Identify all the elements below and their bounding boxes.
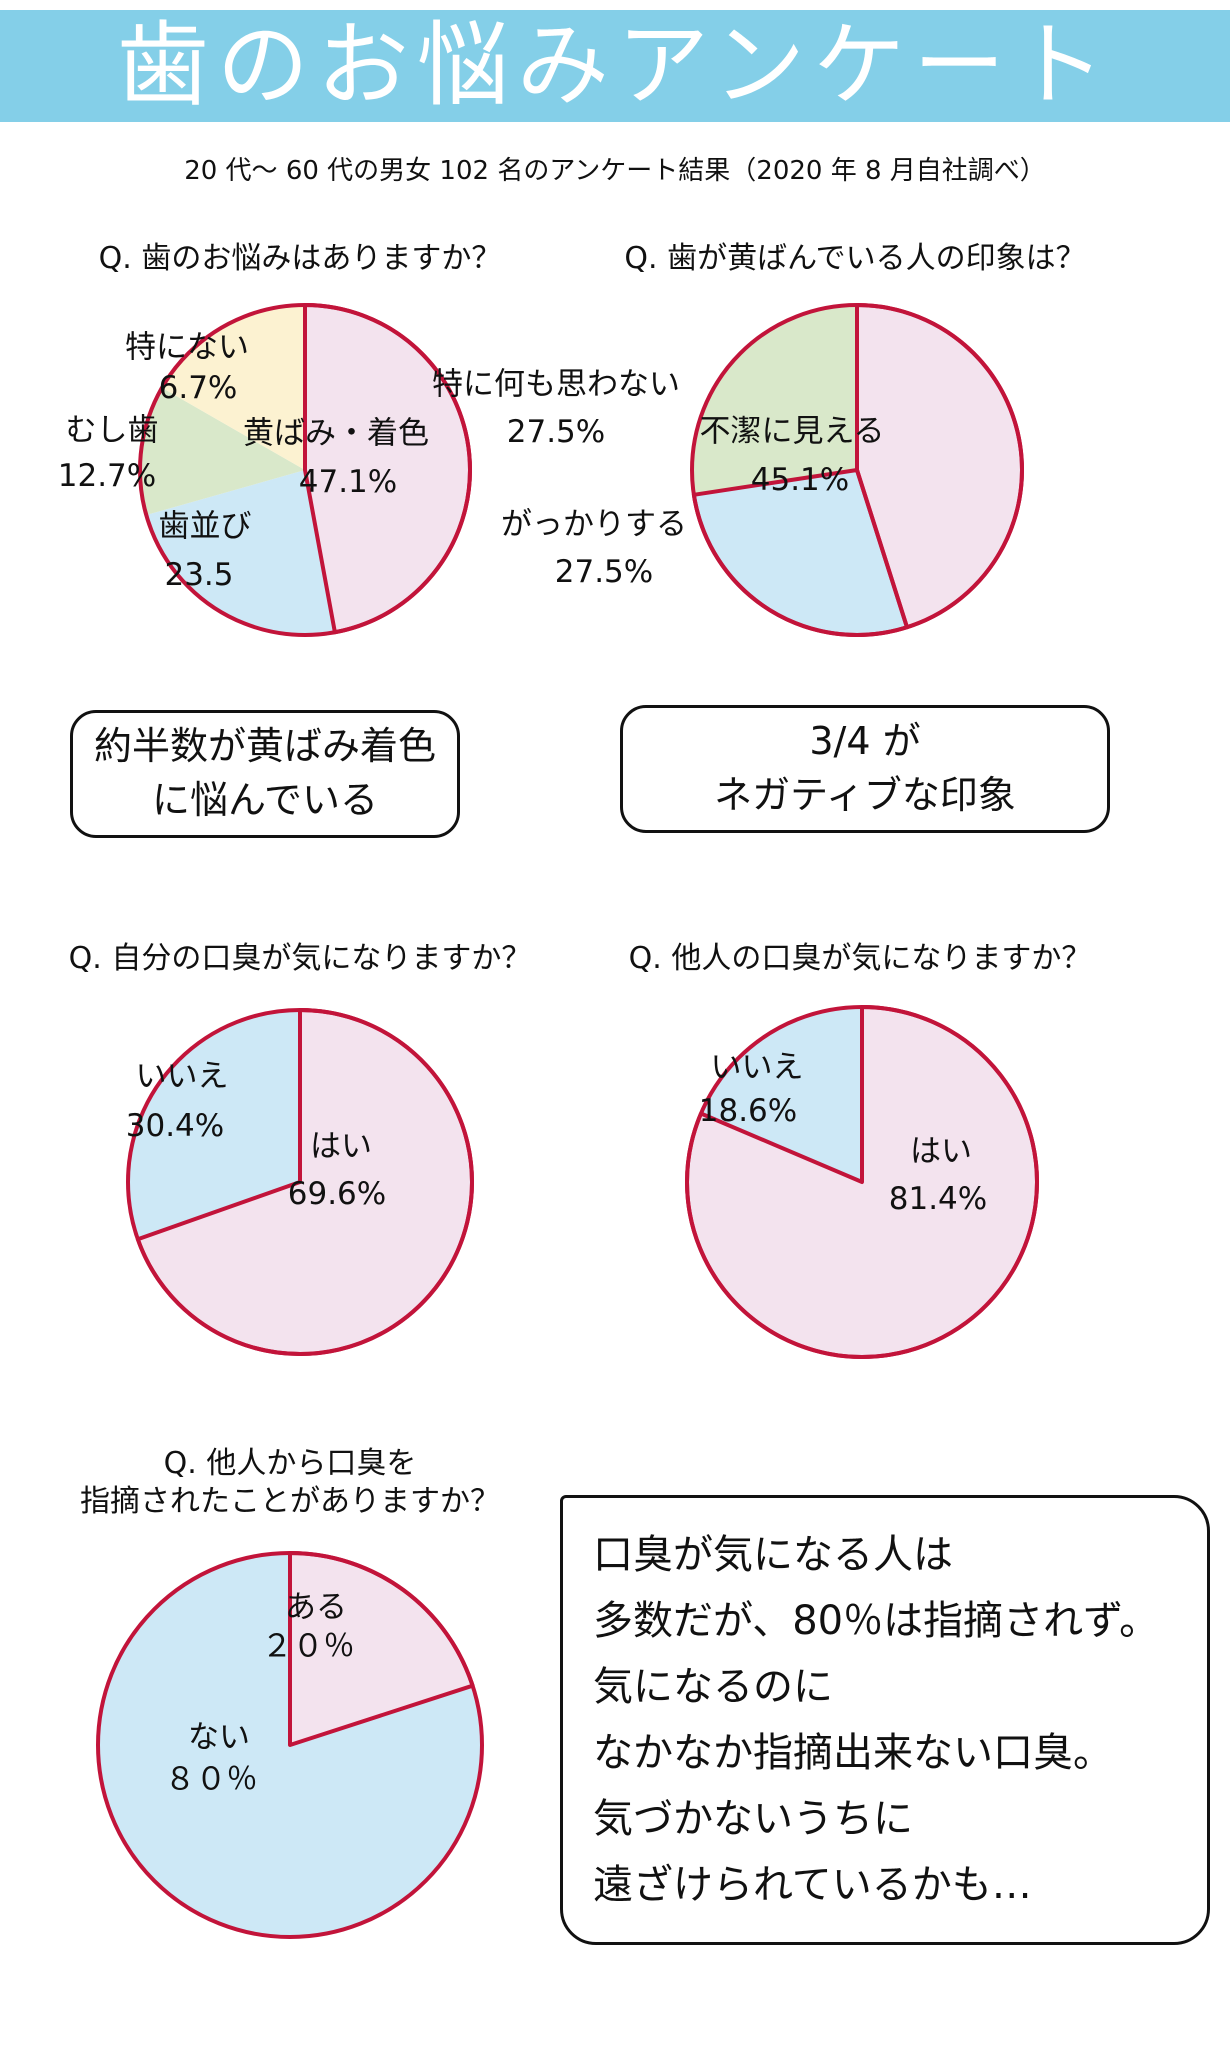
insight-box-yellowing: 約半数が黄ばみ着色 に悩んでいる [70, 710, 460, 838]
page-title: 歯のお悩みアンケート [116, 12, 1114, 119]
pie-chart-yellow-teeth-impression: 特に何も思わない 27.5% 不潔に見える 45.1% がっかりする 27.5% [432, 300, 1150, 645]
chart3-question: Q. 自分の口臭が気になりますか？ [68, 941, 532, 976]
summary-line: なかなか指摘出来ない口臭。 [593, 1730, 1113, 1776]
slice-value: 6.7% [158, 370, 238, 406]
slice-label: むし歯 [65, 412, 159, 449]
summary-line: 口臭が気になる人は [593, 1532, 953, 1578]
chart1-question: Q. 歯のお悩みはありますか？ [98, 241, 502, 276]
chart5-question: Q. 他人から口臭を 指摘されたことがありますか？ [55, 1445, 525, 1521]
pie-chart-pointed-out: ある ２０％ ない ８０％ [80, 1550, 510, 1950]
insight-text-line: に悩んでいる [151, 778, 379, 822]
slice-label: 黄ばみ・着色 [243, 415, 429, 452]
slice-value: 45.1% [750, 462, 850, 498]
pie-yellow-teeth-impression-graphic [690, 303, 1024, 637]
insight-box-negative-impression: 3/4 が ネガティブな印象 [620, 705, 1110, 833]
header-banner: 歯のお悩みアンケート [0, 10, 1230, 122]
slice-label: ある [285, 1589, 347, 1626]
slice-label: 歯並び [158, 508, 252, 545]
slice-value: 23.5 [164, 557, 234, 593]
slice-value: ８０％ [164, 1761, 258, 1798]
summary-line: 多数だが、80％は指摘されず。 [593, 1598, 1160, 1644]
slice-value: 47.1% [298, 464, 398, 500]
chart5-question-line2: 指摘されたことがありますか？ [80, 1484, 500, 1519]
summary-line: 気づかないうちに [593, 1796, 913, 1842]
chart5-question-line1: Q. 他人から口臭を [163, 1446, 417, 1481]
slice-label: いいえ [710, 1049, 804, 1086]
slice-label: ない [188, 1719, 250, 1756]
slice-label: がっかりする [501, 506, 687, 543]
slice-value: 12.7% [57, 458, 157, 494]
chart2-question: Q. 歯が黄ばんでいる人の印象は？ [624, 241, 1086, 276]
pie-chart-dental-concerns: 特にない 6.7% 黄ばみ・着色 47.1% むし歯 12.7% 歯並び 23.… [55, 300, 555, 645]
slice-value: 27.5% [554, 554, 654, 590]
slice-value: 30.4% [125, 1108, 225, 1144]
survey-note: 20 代〜 60 代の男女 102 名のアンケート結果（2020 年 8 月自社… [184, 156, 1046, 186]
slice-label: はい [910, 1133, 972, 1170]
pie-chart-own-breath: いいえ 30.4% はい 69.6% [75, 1005, 525, 1365]
slice-label: 特にない [125, 329, 249, 366]
pie-others-breath-graphic [685, 1005, 1039, 1359]
slice-label: 特に何も思わない [432, 366, 680, 403]
summary-line: 気になるのに [593, 1664, 833, 1710]
slice-value: 18.6% [698, 1093, 798, 1129]
slice-value: 69.6% [287, 1176, 387, 1212]
slice-value: 81.4% [888, 1181, 988, 1217]
pie-pointed-out-graphic [96, 1551, 484, 1939]
insight-text-line: ネガティブな印象 [714, 773, 1016, 817]
pie-own-breath-graphic [126, 1008, 474, 1356]
slice-label: 不潔に見える [699, 413, 885, 450]
slice-label: はい [310, 1128, 372, 1165]
slice-value: ２０％ [261, 1628, 355, 1665]
insight-text-line: 約半数が黄ばみ着色 [93, 724, 436, 769]
slice-label: いいえ [135, 1058, 229, 1095]
pie-chart-others-breath: いいえ 18.6% はい 81.4% [635, 1005, 1095, 1365]
insight-text-line: 3/4 が [809, 719, 921, 764]
summary-line: 遠ざけられているかも… [593, 1862, 1032, 1908]
pie-dental-concerns-graphic [138, 303, 472, 637]
chart4-question: Q. 他人の口臭が気になりますか？ [628, 941, 1092, 976]
summary-speech-bubble: 口臭が気になる人は 多数だが、80％は指摘されず。 気になるのに なかなか指摘出… [560, 1495, 1210, 1945]
slice-value: 27.5% [506, 414, 606, 450]
